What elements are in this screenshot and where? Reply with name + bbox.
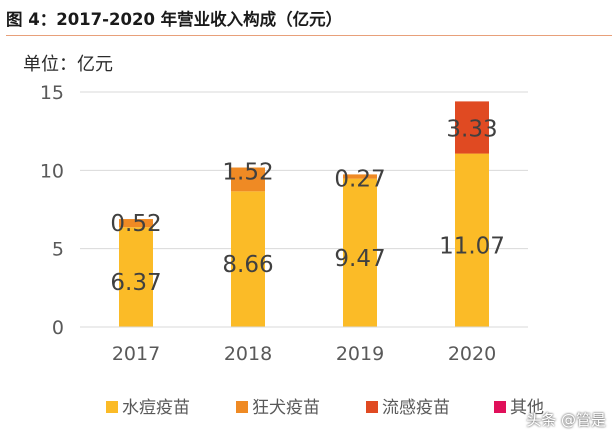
data-label: 11.07 bbox=[439, 233, 505, 259]
data-label: 0.52 bbox=[110, 211, 161, 237]
bar-segment bbox=[231, 191, 265, 327]
legend-label: 其他 bbox=[510, 398, 544, 418]
bar-segment bbox=[119, 219, 153, 228]
x-tick-label: 2017 bbox=[112, 343, 160, 365]
data-label: 6.37 bbox=[110, 270, 161, 296]
data-label: 0.27 bbox=[334, 166, 385, 192]
legend-label: 狂犬疫苗 bbox=[252, 398, 320, 418]
bar-segment bbox=[343, 178, 377, 327]
x-tick-label: 2018 bbox=[224, 343, 272, 365]
legend-label: 水痘疫苗 bbox=[122, 398, 190, 418]
y-tick-label: 10 bbox=[40, 160, 64, 182]
legend-swatch bbox=[494, 401, 506, 413]
y-tick-label: 0 bbox=[52, 317, 64, 339]
x-tick-label: 2020 bbox=[448, 343, 496, 365]
legend-label: 流感疫苗 bbox=[382, 398, 450, 418]
legend-swatch bbox=[236, 401, 248, 413]
data-label: 1.52 bbox=[222, 160, 273, 186]
data-label: 9.47 bbox=[334, 246, 385, 272]
legend-swatch bbox=[366, 401, 378, 413]
bar-segment bbox=[119, 227, 153, 327]
y-tick-label: 15 bbox=[40, 82, 64, 104]
data-label: 8.66 bbox=[222, 252, 273, 278]
figure-title: 图 4：2017-2020 年营业收入构成（亿元） bbox=[6, 10, 343, 29]
bar-segment bbox=[343, 174, 377, 179]
title-rule bbox=[6, 35, 612, 36]
bar-segment bbox=[455, 153, 489, 327]
bar-segment bbox=[455, 101, 489, 154]
legend-swatch bbox=[106, 401, 118, 413]
watermark: 头条 @管是 bbox=[526, 411, 606, 429]
x-tick-label: 2019 bbox=[336, 343, 384, 365]
unit-label: 单位：亿元 bbox=[23, 54, 113, 75]
bar-segment bbox=[231, 167, 265, 192]
data-label: 3.33 bbox=[446, 116, 497, 142]
y-tick-label: 5 bbox=[52, 239, 64, 261]
